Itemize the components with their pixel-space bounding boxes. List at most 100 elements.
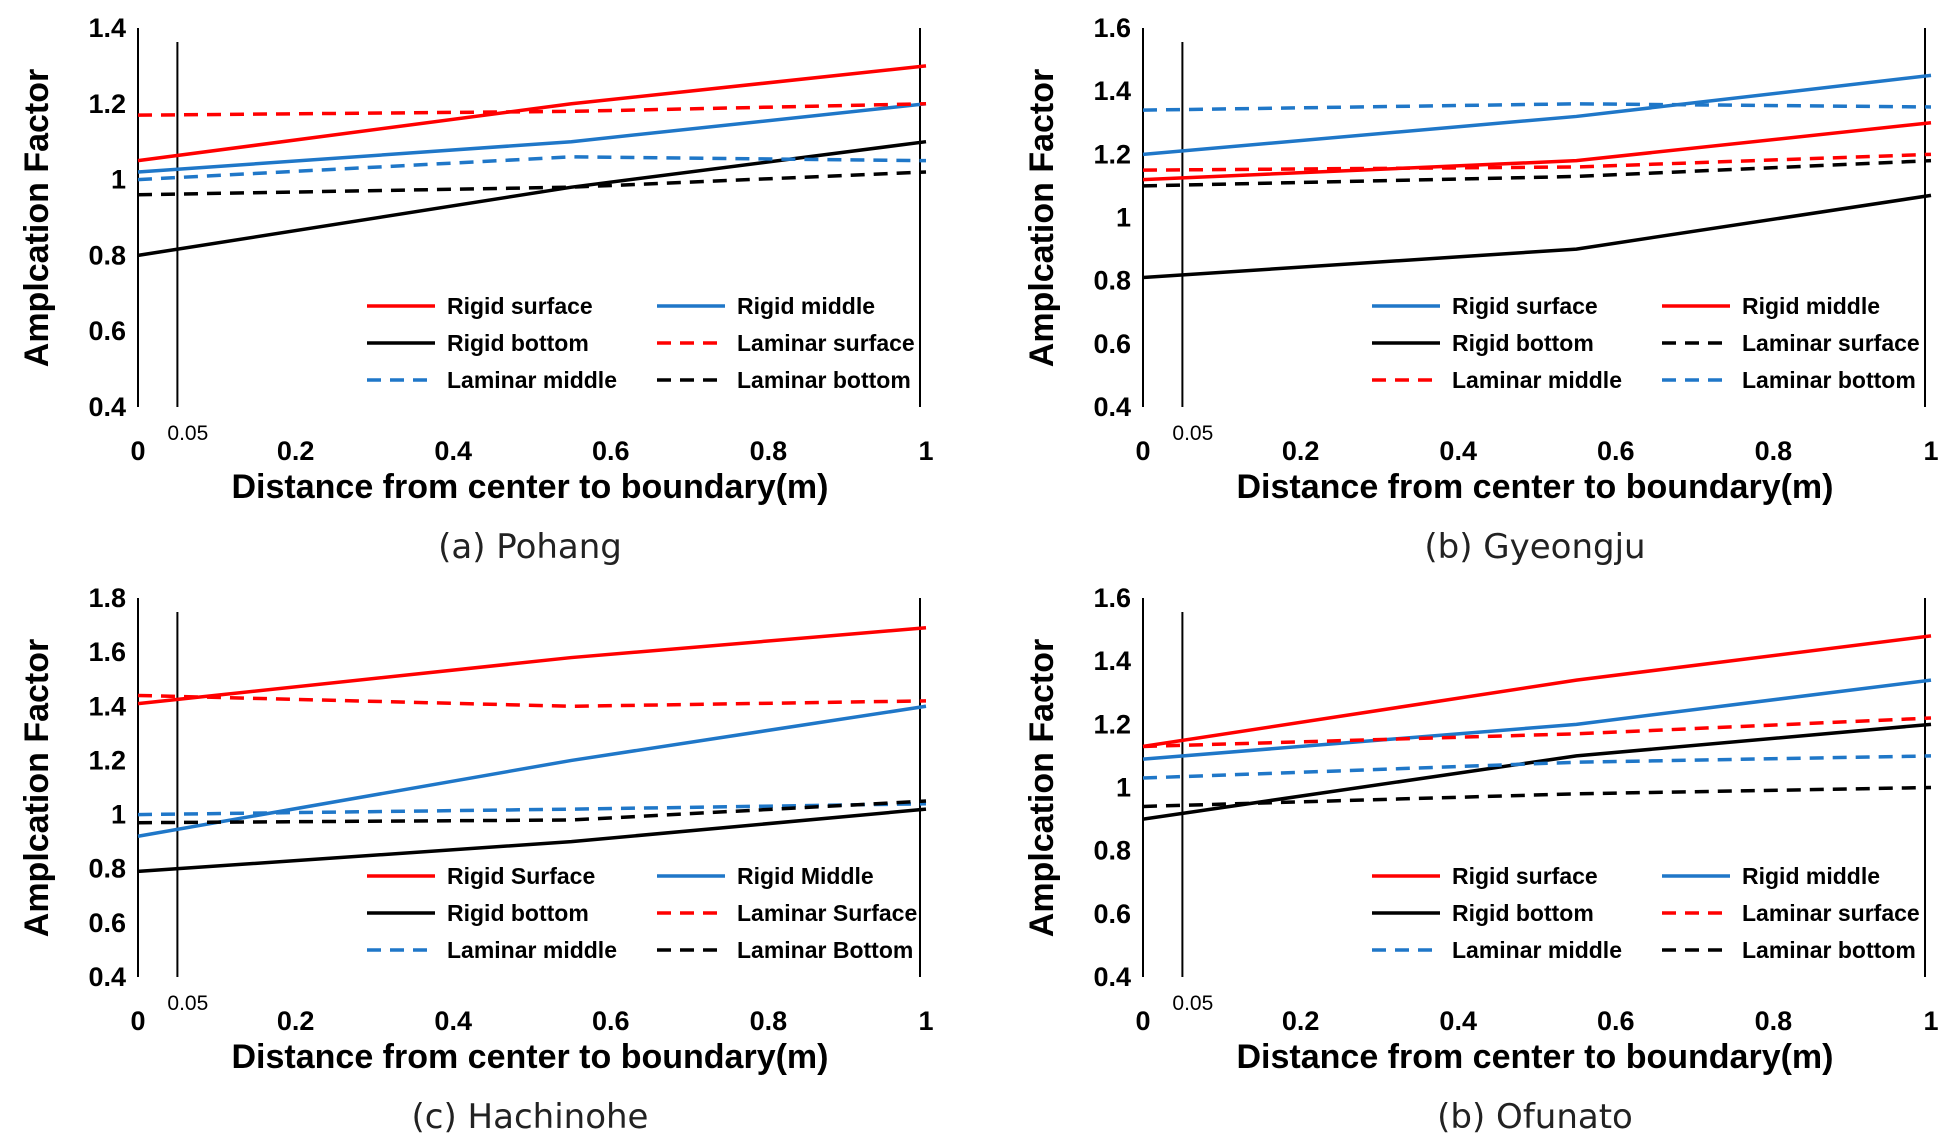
- legend-label: Rigid surface: [1452, 863, 1598, 889]
- series-line-laminar-surface: [137, 102, 927, 117]
- series-line-rigid-middle: [1142, 678, 1932, 761]
- y-tick-label: 1.4: [1093, 76, 1131, 106]
- y-tick-label: 0.6: [1093, 899, 1131, 929]
- series-line-rigid-middle: [137, 102, 927, 174]
- chart-panel-3: 0.4 0.6 0.8 1 1.2 1.4 1.6 1.8 0 0.2 0.4 0.6 0.8 1 0.05…: [18, 583, 934, 1137]
- x-tick-label: 1: [918, 1006, 933, 1036]
- y-tick-label: 1.4: [88, 691, 126, 721]
- y-tick-label: 0.4: [1093, 392, 1131, 422]
- series-line-laminar-middle: [1142, 152, 1932, 172]
- x-tick-label: 0.4: [1439, 436, 1477, 466]
- legend-label: Rigid middle: [1742, 293, 1880, 319]
- chart-caption: (b) Ofunato: [1437, 1097, 1633, 1137]
- chart-caption: (c) Hachinohe: [412, 1097, 649, 1137]
- y-tick-label: 0.4: [88, 392, 126, 422]
- y-tick-label: 1.8: [88, 583, 126, 613]
- legend-label: Rigid bottom: [1452, 330, 1594, 356]
- legend-label: Laminar surface: [737, 330, 915, 356]
- y-tick-label: 0.4: [1093, 962, 1131, 992]
- legend-label: Laminar Bottom: [737, 937, 913, 963]
- legend-label: Rigid middle: [1742, 863, 1880, 889]
- series-line-laminar-bottom: [1142, 785, 1932, 809]
- legend-label: Laminar middle: [1452, 937, 1622, 963]
- x-tick-label: 0.8: [1755, 1006, 1793, 1036]
- y-tick-label: 1.6: [1093, 13, 1131, 43]
- x-tick-label: 0: [1135, 1006, 1150, 1036]
- legend-label: Rigid Middle: [737, 863, 874, 889]
- series-line-rigid-middle: [1142, 121, 1932, 182]
- y-tick-label: 1.4: [88, 13, 126, 43]
- x-tick-label: 0: [130, 1006, 145, 1036]
- reference-line-label: 0.05: [167, 992, 208, 1015]
- x-tick-label: 0.6: [1597, 436, 1635, 466]
- y-tick-label: 1.2: [1093, 709, 1131, 739]
- y-tick-label: 0.6: [1093, 329, 1131, 359]
- legend-label: Laminar bottom: [737, 367, 911, 393]
- series-line-laminar-surface: [1142, 716, 1932, 749]
- x-tick-label: 0.2: [1282, 1006, 1320, 1036]
- series-line-rigid-surface: [1142, 73, 1932, 157]
- x-tick-label: 0.2: [277, 436, 315, 466]
- series-line-laminar-bottom: [137, 170, 927, 197]
- legend-label: Laminar surface: [1742, 330, 1920, 356]
- series-line-rigid-surface: [137, 64, 927, 163]
- series-line-rigid-surface: [137, 626, 927, 706]
- x-tick-label: 0.2: [1282, 436, 1320, 466]
- y-tick-label: 1.6: [1093, 583, 1131, 613]
- series-line-rigid-bottom: [137, 807, 927, 874]
- x-tick-label: 0.8: [750, 436, 788, 466]
- y-axis-title: Amplcation Factor: [1023, 639, 1061, 937]
- y-tick-label: 0.8: [88, 240, 126, 270]
- chart-panel-4: 0.4 0.6 0.8 1 1.2 1.4 1.6 0 0.2 0.4 0.6 0.8 1 0.05 Rig…: [1023, 583, 1939, 1137]
- x-tick-label: 0.4: [434, 1006, 472, 1036]
- chart-panel-1: 0.4 0.6 0.8 1 1.2 1.4 0 0.2 0.4 0.6 0.8 1 0.05 Rigid …: [18, 13, 934, 567]
- legend-label: Laminar middle: [447, 367, 617, 393]
- series-line-laminar-surface: [137, 693, 927, 709]
- series-line-laminar-bottom: [1142, 102, 1932, 112]
- y-tick-label: 1: [111, 800, 126, 830]
- legend-label: Laminar surface: [1742, 900, 1920, 926]
- y-tick-label: 0.6: [88, 908, 126, 938]
- legend-label: Rigid bottom: [1452, 900, 1594, 926]
- x-tick-label: 0.4: [1439, 1006, 1477, 1036]
- x-tick-label: 0.6: [592, 1006, 630, 1036]
- x-tick-label: 0: [1135, 436, 1150, 466]
- chart-panel-2: 0.4 0.6 0.8 1 1.2 1.4 1.6 0 0.2 0.4 0.6 0.8 1 0.05 Rig…: [1023, 13, 1939, 567]
- series-line-laminar-middle: [1142, 754, 1932, 780]
- chart-caption: (b) Gyeongju: [1424, 527, 1645, 567]
- legend-label: Rigid surface: [1452, 293, 1598, 319]
- series-line-rigid-bottom: [1142, 193, 1932, 280]
- legend-label: Laminar bottom: [1742, 367, 1916, 393]
- legend-label: Rigid surface: [447, 293, 593, 319]
- x-axis-title: Distance from center to boundary(m): [1237, 1038, 1834, 1076]
- y-tick-label: 1.2: [88, 89, 126, 119]
- y-tick-label: 0.8: [1093, 836, 1131, 866]
- reference-line-label: 0.05: [1172, 422, 1213, 445]
- reference-line-label: 0.05: [167, 422, 208, 445]
- x-tick-label: 1: [1923, 1006, 1938, 1036]
- legend-label: Rigid bottom: [447, 330, 589, 356]
- y-tick-label: 1.4: [1093, 646, 1131, 676]
- chart-caption: (a) Pohang: [438, 527, 622, 567]
- series-line-laminar-middle: [137, 155, 927, 182]
- x-tick-label: 0.8: [750, 1006, 788, 1036]
- y-tick-label: 1: [1116, 203, 1131, 233]
- y-tick-label: 1.2: [88, 745, 126, 775]
- x-tick-label: 0.6: [592, 436, 630, 466]
- legend-label: Rigid bottom: [447, 900, 589, 926]
- x-tick-label: 0.6: [1597, 1006, 1635, 1036]
- series-line-rigid-bottom: [1142, 722, 1932, 821]
- series-line-laminar-bottom: [137, 799, 927, 825]
- x-tick-label: 0.2: [277, 1006, 315, 1036]
- x-axis-title: Distance from center to boundary(m): [232, 1038, 829, 1076]
- series-line-rigid-bottom: [137, 139, 927, 258]
- y-tick-label: 1: [111, 165, 126, 195]
- x-tick-label: 1: [1923, 436, 1938, 466]
- x-axis-title: Distance from center to boundary(m): [232, 468, 829, 506]
- legend-label: Laminar middle: [447, 937, 617, 963]
- legend-label: Laminar Surface: [737, 900, 917, 926]
- x-tick-label: 0: [130, 436, 145, 466]
- series-line-laminar-middle: [137, 801, 927, 817]
- x-tick-label: 0.8: [1755, 436, 1793, 466]
